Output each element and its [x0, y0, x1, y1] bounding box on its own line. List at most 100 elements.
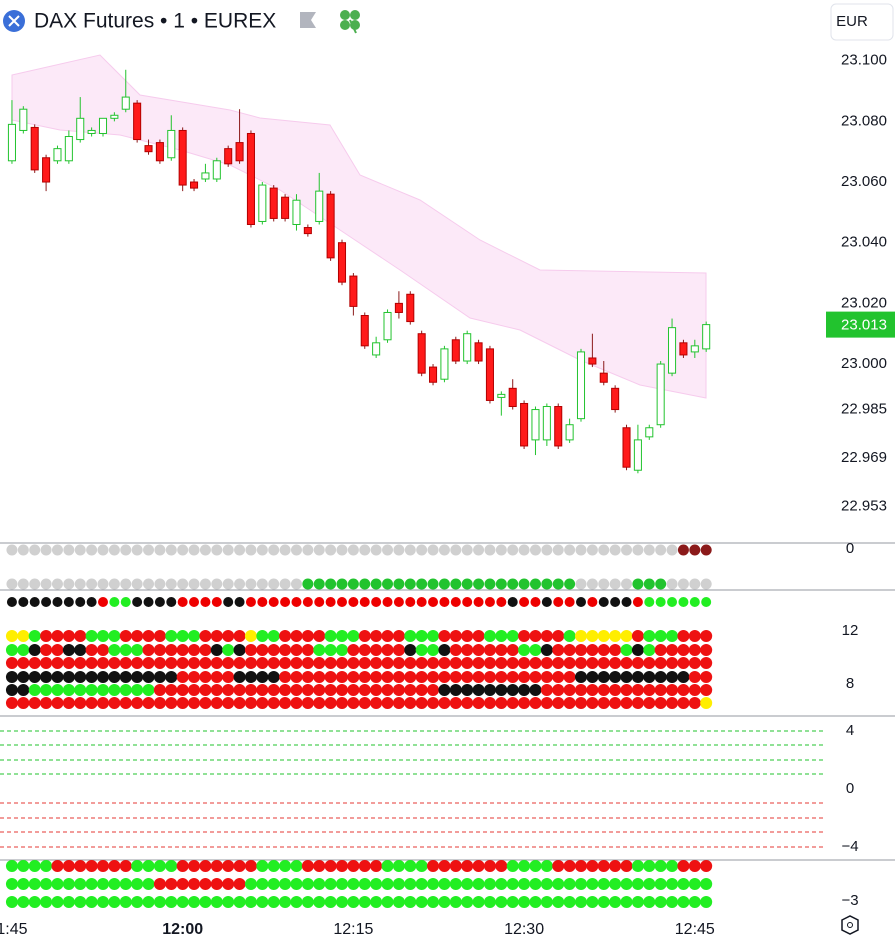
indicator-dot — [188, 630, 201, 642]
indicator-dot — [631, 860, 644, 872]
indicator-axis-label: 4 — [846, 722, 854, 739]
indicator-dot — [688, 630, 701, 642]
indicator-dot — [96, 860, 109, 872]
indicator-dot — [404, 878, 417, 890]
indicator-dot — [529, 684, 542, 696]
indicator-dot — [427, 878, 440, 890]
candle-body — [76, 117, 85, 141]
indicator-dot — [119, 860, 132, 872]
indicator-dot — [188, 671, 201, 683]
indicator-dot — [574, 896, 587, 908]
indicator-dot — [654, 657, 667, 669]
indicator-dot — [404, 697, 417, 709]
indicator-dot — [165, 878, 178, 890]
indicator-dot — [335, 896, 348, 908]
indicator-dot — [392, 697, 405, 709]
currency-button[interactable] — [830, 3, 894, 41]
indicator-dot — [484, 597, 495, 607]
flag-icon[interactable] — [300, 12, 316, 28]
indicator-dot — [677, 878, 690, 890]
indicator-dot — [165, 697, 178, 709]
settings-icon[interactable] — [841, 915, 859, 935]
indicator-dot — [677, 657, 690, 669]
indicator-dot — [393, 578, 405, 590]
indicator-dot — [188, 860, 201, 872]
indicator-dot — [677, 630, 690, 642]
indicator-dot — [5, 630, 18, 642]
indicator-dot — [495, 630, 508, 642]
indicator-dot — [199, 630, 212, 642]
indicator-dot — [51, 544, 63, 556]
indicator-dot — [108, 684, 121, 696]
indicator-dot — [574, 657, 587, 669]
indicator-dot — [381, 878, 394, 890]
indicator-dot — [506, 860, 519, 872]
indicator-dot — [586, 544, 598, 556]
indicator-dot — [677, 671, 690, 683]
indicator-dot — [142, 878, 155, 890]
indicator-dot — [358, 657, 371, 669]
indicator-dots — [5, 544, 713, 908]
indicator-dot — [336, 544, 348, 556]
indicator-dot — [142, 657, 155, 669]
indicator-dot — [153, 878, 166, 890]
indicator-dot — [415, 671, 428, 683]
indicator-dot — [495, 878, 508, 890]
indicator-dot — [17, 578, 29, 590]
indicator-dot — [97, 544, 109, 556]
indicator-dot — [267, 684, 280, 696]
indicator-dot — [97, 597, 108, 607]
indicator-dot — [438, 644, 451, 656]
indicator-dot — [336, 597, 347, 607]
indicator-dot — [586, 657, 599, 669]
indicator-dot — [131, 697, 144, 709]
indicator-dot — [108, 630, 121, 642]
indicator-dot — [176, 644, 189, 656]
indicator-dot — [404, 896, 417, 908]
indicator-dot — [324, 860, 337, 872]
indicator-dot — [85, 860, 98, 872]
candle-body — [42, 157, 51, 183]
indicator-dot — [108, 671, 121, 683]
indicator-dot — [598, 597, 609, 607]
indicator-dot — [74, 697, 87, 709]
indicator-dot — [563, 878, 576, 890]
indicator-dot — [108, 878, 121, 890]
indicator-dot — [484, 544, 496, 556]
indicator-dot — [632, 544, 644, 556]
indicator-dot — [506, 630, 519, 642]
indicator-dot — [96, 896, 109, 908]
indicator-dot — [6, 597, 17, 607]
indicator-dot — [325, 544, 337, 556]
indicator-dot — [518, 671, 531, 683]
indicator-dot — [700, 878, 713, 890]
indicator-dot — [438, 544, 450, 556]
indicator-dot — [461, 878, 474, 890]
indicator-dot — [609, 860, 622, 872]
indicator-dot — [120, 597, 131, 607]
indicator-dot — [506, 896, 519, 908]
indicator-dot — [40, 684, 53, 696]
indicator-dot — [609, 544, 621, 556]
indicator-dot — [620, 657, 633, 669]
indicator-dot — [575, 544, 587, 556]
indicator-dot — [688, 878, 701, 890]
indicator-dot — [290, 578, 302, 590]
indicator-dot — [96, 644, 109, 656]
indicator-dot — [529, 697, 542, 709]
candle-body — [474, 342, 483, 362]
indicator-dot — [666, 684, 679, 696]
indicator-dot — [222, 896, 235, 908]
indicator-dot — [222, 578, 234, 590]
indicator-dot — [427, 544, 439, 556]
indicator-dot — [85, 684, 98, 696]
indicator-dot — [609, 657, 622, 669]
indicator-dot — [518, 544, 530, 556]
indicator-dot — [564, 578, 576, 590]
candle-body — [485, 348, 494, 401]
indicator-dot — [404, 657, 417, 669]
indicator-dot — [210, 896, 223, 908]
indicator-dot — [427, 860, 440, 872]
indicator-dot — [552, 630, 565, 642]
indicator-dot — [28, 896, 41, 908]
